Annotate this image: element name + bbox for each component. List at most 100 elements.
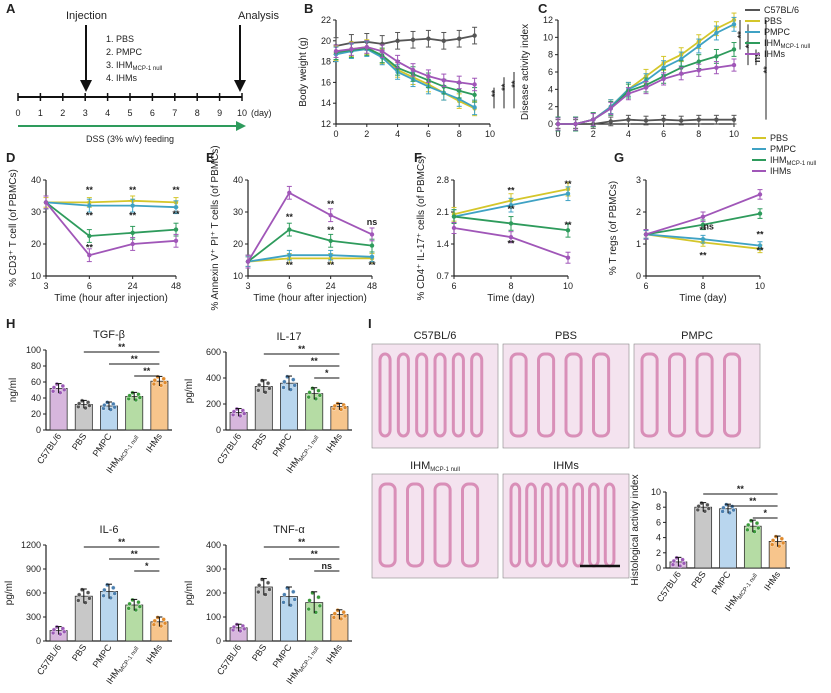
- y-tick-label: 3: [636, 175, 641, 185]
- series-line-c57bl6: [335, 34, 475, 47]
- data-point: [136, 600, 141, 605]
- data-point: [282, 592, 287, 597]
- data-point: [76, 592, 82, 597]
- data-point: [714, 117, 719, 122]
- data-point: [757, 192, 763, 197]
- data-point: [472, 82, 477, 87]
- data-point: [770, 542, 775, 547]
- timeline-unit: (day): [251, 108, 272, 118]
- chart-title: IL-6: [100, 524, 119, 536]
- sig-label: **: [737, 484, 745, 494]
- data-point: [714, 65, 719, 70]
- line-chart-f: F 0.7 1.4 2.1 2.8 6 8 10 Time (day) % CD4⁺ IL-17⁺…: [414, 150, 573, 304]
- x-tick-label: 4: [395, 129, 400, 139]
- y-axis-label: % Annexin V⁺ PI⁺ T cells (of PBMCs): [210, 145, 221, 310]
- data-point: [267, 587, 272, 592]
- data-point: [87, 203, 92, 208]
- crypt-shape: [556, 482, 569, 568]
- category-label: C57BL/6: [215, 431, 243, 465]
- y-axis-label: % T regs (of PBMCs): [608, 181, 619, 275]
- data-point: [317, 393, 323, 398]
- data-point: [127, 393, 132, 398]
- data-point: [267, 386, 272, 391]
- data-point: [291, 589, 296, 594]
- data-point: [328, 253, 333, 258]
- sig-label: ns: [752, 52, 762, 63]
- data-point: [282, 379, 287, 384]
- y-tick-label: 0: [548, 119, 553, 129]
- data-point: [757, 243, 763, 248]
- dss-label: DSS (3% w/v) feeding: [86, 134, 174, 144]
- data-point: [706, 506, 711, 511]
- data-point: [770, 538, 776, 543]
- data-point: [426, 36, 431, 41]
- sig-label: **: [86, 242, 94, 252]
- crypt-shape: [378, 482, 397, 568]
- data-point: [342, 405, 348, 410]
- x-tick-label: 3: [245, 281, 250, 291]
- y-tick-label: 0: [216, 425, 221, 435]
- data-point: [291, 377, 296, 382]
- y-tick-label: 10: [651, 487, 661, 497]
- timeline-tick-label: 2: [60, 108, 65, 118]
- y-tick-label: 0.7: [436, 271, 449, 281]
- y-tick-label: 2: [636, 207, 641, 217]
- data-point: [700, 237, 706, 242]
- data-point: [369, 232, 375, 237]
- data-point: [457, 88, 462, 93]
- data-point: [331, 615, 337, 620]
- data-point: [231, 624, 237, 630]
- chart-title: TNF-α: [273, 524, 305, 536]
- bar-chart-h3: 0 300 600 900 1200 pg/ml IL-6 C57BL/6 PBS PMPC IHM…: [4, 524, 172, 687]
- bar-chart-i: 0 2 4 6 8 10 Histological activity index C57BL/…: [630, 474, 790, 614]
- data-point: [426, 73, 431, 79]
- x-tick-label: 10: [755, 281, 765, 291]
- timeline-tick-label: 3: [83, 108, 88, 118]
- data-point: [555, 121, 561, 127]
- category-label: PBS: [689, 569, 708, 589]
- legend-label: PBS: [764, 16, 782, 26]
- sig-label: **: [507, 186, 515, 196]
- x-tick-label: 6: [287, 281, 292, 291]
- x-tick-label: 6: [661, 129, 666, 139]
- legend-label: C57BL/6: [764, 5, 799, 15]
- crypt-shape: [378, 352, 392, 438]
- data-point: [151, 381, 157, 387]
- data-point: [643, 85, 649, 90]
- data-point: [316, 388, 321, 393]
- data-point: [643, 232, 649, 237]
- timeline-tick-label: 7: [172, 108, 177, 118]
- data-point: [661, 76, 666, 82]
- data-point: [451, 214, 457, 219]
- y-axis-label: Histological activity index: [630, 474, 641, 585]
- sig-label: **: [500, 83, 510, 91]
- y-tick-label: 22: [321, 15, 331, 25]
- sig-label: **: [172, 185, 180, 195]
- y-tick-label: 18: [321, 57, 331, 67]
- y-tick-label: 600: [26, 588, 41, 598]
- data-point: [292, 383, 297, 388]
- line-chart-g: G 0 1 2 3 6 8 10 Time (day) % T regs (of PBMCs) **…: [608, 133, 816, 304]
- crypt-shape: [564, 352, 583, 438]
- sig-label: *: [145, 561, 149, 571]
- data-point: [102, 403, 107, 408]
- data-point: [265, 580, 271, 585]
- y-tick-label: 900: [26, 564, 41, 574]
- crypt-shape: [668, 352, 687, 438]
- y-tick-label: 6: [548, 67, 553, 77]
- y-axis-label: pg/ml: [184, 581, 195, 605]
- data-point: [316, 595, 321, 600]
- data-point: [342, 613, 348, 619]
- y-tick-label: 0: [36, 425, 41, 435]
- y-tick-label: 300: [26, 612, 41, 622]
- y-tick-label: 400: [206, 373, 221, 383]
- series-line-ihms: [247, 191, 373, 263]
- injection-label: Injection: [66, 10, 107, 22]
- y-tick-label: 12: [543, 15, 553, 25]
- sig-label: **: [490, 89, 500, 97]
- sig-label: **: [564, 179, 572, 189]
- crypt-shape: [572, 482, 584, 568]
- data-point: [328, 238, 333, 243]
